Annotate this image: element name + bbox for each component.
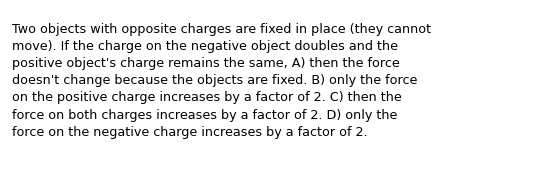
Text: Two objects with opposite charges are fixed in place (they cannot
move). If the : Two objects with opposite charges are fi… bbox=[12, 23, 431, 139]
